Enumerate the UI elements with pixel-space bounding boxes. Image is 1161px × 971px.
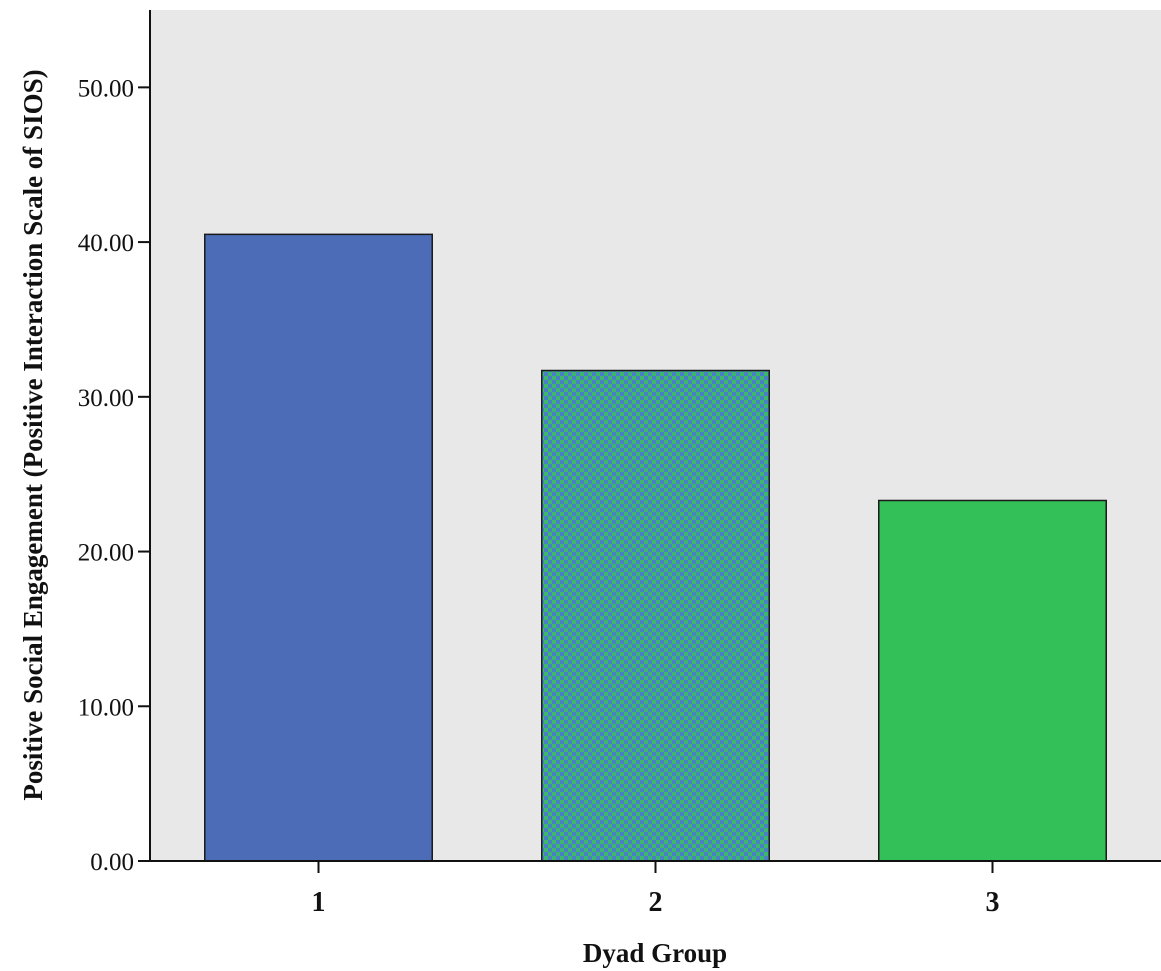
bar-group-3 bbox=[879, 500, 1106, 861]
bar-group-2 bbox=[542, 371, 769, 861]
x-axis-title: Dyad Group bbox=[583, 938, 727, 968]
x-tick-label: 3 bbox=[986, 887, 1000, 918]
x-tick-label: 1 bbox=[312, 887, 326, 918]
x-axis-ticks: 1 2 3 bbox=[312, 861, 1000, 918]
x-tick-label: 2 bbox=[649, 887, 663, 918]
y-axis-title: Positive Social Engagement (Positive Int… bbox=[18, 69, 48, 800]
y-axis-ticks: 0.00 10.00 20.00 30.00 40.00 50.00 bbox=[78, 75, 150, 876]
y-tick-label: 50.00 bbox=[78, 75, 134, 102]
bar-group-1 bbox=[205, 234, 432, 861]
y-tick-label: 20.00 bbox=[78, 540, 134, 567]
y-tick-label: 30.00 bbox=[78, 385, 134, 412]
y-tick-label: 0.00 bbox=[90, 849, 134, 876]
y-tick-label: 40.00 bbox=[78, 230, 134, 257]
y-tick-label: 10.00 bbox=[78, 694, 134, 721]
